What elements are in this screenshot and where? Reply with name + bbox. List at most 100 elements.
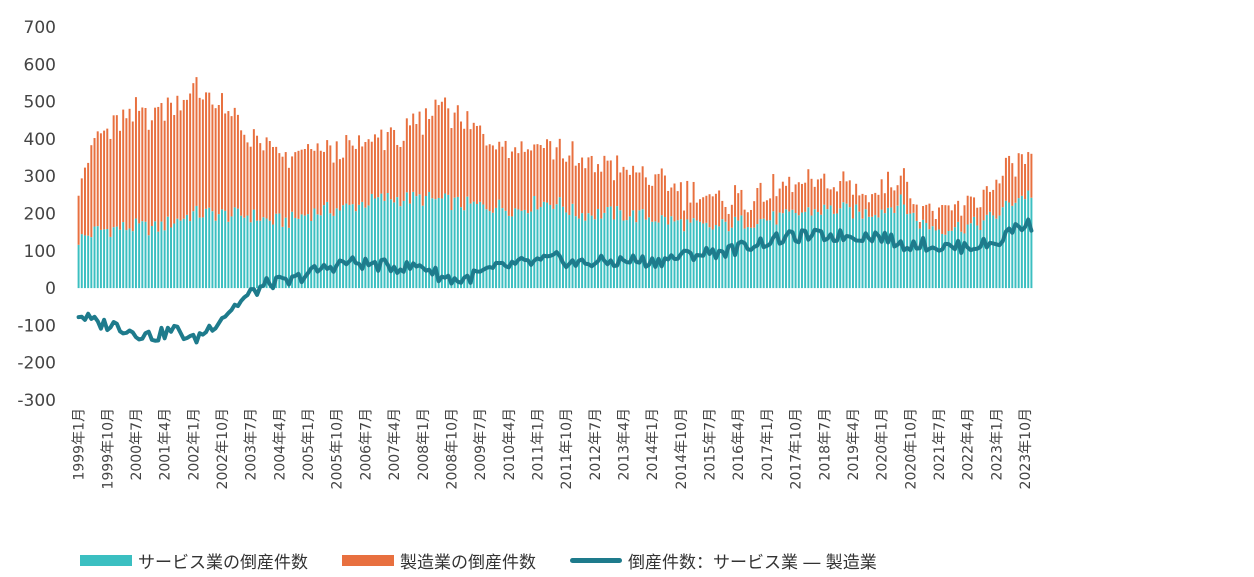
y-tick-label: 400 [24,130,56,150]
manufacturing-bar [867,202,870,217]
services-bar [316,214,319,289]
services-bar [119,229,122,289]
services-bar [1030,197,1033,289]
y-tick-label: 100 [24,242,56,262]
manufacturing-bar [444,97,447,194]
manufacturing-bar [953,204,956,228]
manufacturing-bar [278,153,281,214]
services-bar [122,222,125,289]
services-bar [125,230,128,289]
manufacturing-bar [342,157,345,206]
manufacturing-bar [871,194,874,217]
manufacturing-bar [332,162,335,216]
manufacturing-bar [797,182,800,216]
services-bar [507,215,510,289]
services-bar [460,207,462,289]
y-tick-label: 300 [24,167,56,187]
manufacturing-bar [504,140,507,211]
services-bar [211,211,214,289]
manufacturing-bar [899,175,902,195]
services-bar [179,220,182,289]
manufacturing-bar [561,158,564,207]
manufacturing-bar [660,168,663,216]
legend-item-manufacturing: 製造業の倒産件数 [342,548,536,573]
services-bar [918,228,921,289]
manufacturing-bar [96,131,99,227]
manufacturing-bar [565,161,568,213]
manufacturing-bar [832,187,835,214]
services-bar [957,221,960,289]
services-bar [785,209,788,289]
manufacturing-bar [1001,175,1004,208]
services-bar [170,227,172,289]
manufacturing-bar [794,184,797,213]
services-bar [249,222,252,289]
manufacturing-bar [469,129,472,204]
services-bar [1014,202,1017,289]
manufacturing-bar [268,141,271,221]
manufacturing-bar [233,107,236,208]
manufacturing-bar [150,120,153,227]
services-bar [176,218,179,289]
services-bar [80,234,83,289]
services-bar [236,208,239,289]
manufacturing-bar [198,97,201,218]
services-bar [749,227,752,289]
services-bar [931,226,934,289]
manufacturing-bar [842,171,845,203]
manufacturing-bar [762,201,765,219]
manufacturing-bar [495,149,498,208]
manufacturing-bar [1008,155,1011,203]
manufacturing-bar [778,188,781,213]
manufacturing-bar [409,125,411,204]
services-bar [103,229,106,289]
manufacturing-bar [166,97,169,217]
manufacturing-bar [211,104,214,212]
manufacturing-bar [326,140,329,202]
manufacturing-bar [447,108,450,195]
manufacturing-bar [950,210,953,231]
services-bar [287,227,290,289]
manufacturing-bar [947,205,950,232]
manufacturing-bar [995,179,998,219]
manufacturing-bar [434,99,437,200]
manufacturing-bar [931,210,934,227]
services-bar [619,210,622,289]
manufacturing-bar [364,142,367,208]
services-bar [708,227,711,289]
manufacturing-bar [380,129,383,194]
manufacturing-bar [131,121,134,232]
manufacturing-bar [711,196,714,230]
manufacturing-bar [746,212,749,228]
manufacturing-bar [845,181,848,204]
services-bar [912,212,915,289]
manufacturing-bar [297,150,300,219]
services-bar [966,224,969,289]
services-bar [240,215,243,289]
x-tick-label: 2001年4月 [158,408,174,481]
manufacturing-bar [533,144,536,196]
manufacturing-bar [361,146,364,202]
x-tick-label: 2012年7月 [588,408,604,481]
services-bar [574,216,577,289]
services-bar [915,220,918,289]
manufacturing-bar [399,146,402,207]
manufacturing-bar [491,145,494,213]
services-bar [205,208,208,289]
services-bar [182,218,185,289]
services-bar [925,222,928,289]
services-bar [217,214,220,289]
manufacturing-bar [552,159,555,209]
manufacturing-bar [431,115,434,199]
services-bar [584,220,587,289]
manufacturing-bar [555,147,558,205]
manufacturing-bar [887,171,889,208]
y-tick-label: -200 [17,354,56,374]
manufacturing-bar [208,92,211,208]
services-bar [536,209,539,289]
manufacturing-bar [788,176,791,212]
services-bar [928,229,931,289]
services-bar [173,223,176,289]
services-bar [243,217,246,289]
services-bar [329,213,332,289]
